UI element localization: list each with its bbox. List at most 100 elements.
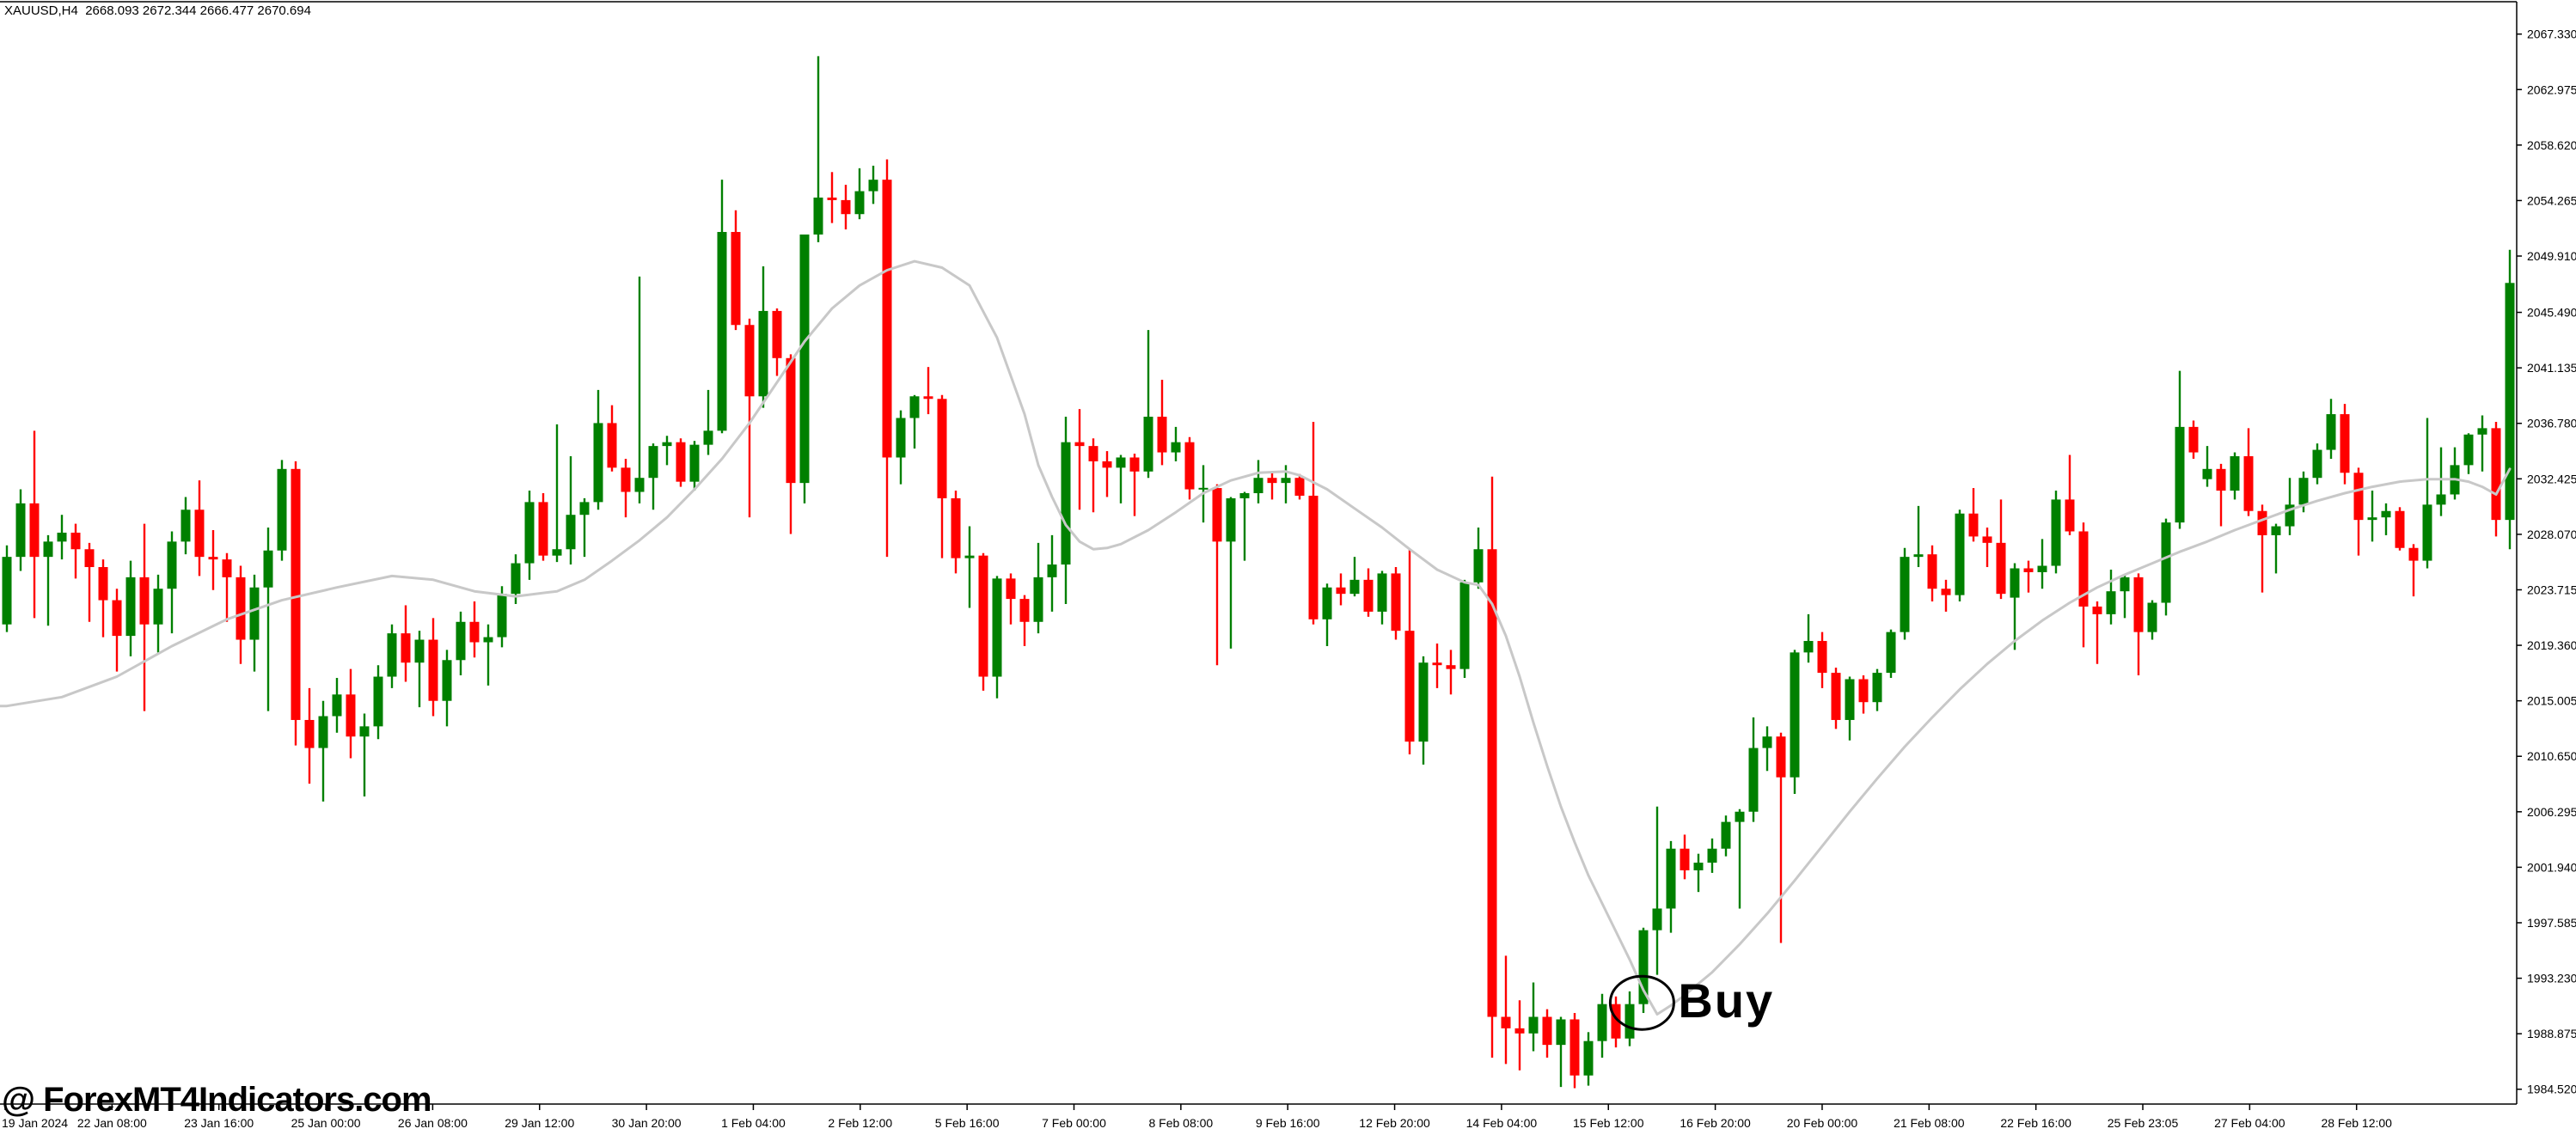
- candle: [1913, 505, 1924, 568]
- candle: [676, 438, 686, 487]
- candle: [1845, 676, 1855, 741]
- candle: [1817, 632, 1827, 688]
- candle: [1638, 927, 1649, 1014]
- candle: [84, 542, 95, 622]
- time-axis-label: 25 Jan 00:00: [291, 1116, 361, 1130]
- candle: [2340, 404, 2350, 485]
- candle: [621, 458, 631, 518]
- candle: [1955, 509, 1965, 602]
- candle: [222, 552, 232, 622]
- candle: [1501, 955, 1511, 1065]
- candle: [1184, 436, 1195, 500]
- time-axis[interactable]: 19 Jan 2024 22 Jan 08:00 23 Jan 16:00 25 Ja…: [2, 1104, 2392, 1130]
- candle: [1116, 455, 1126, 503]
- candle: [483, 624, 493, 686]
- candle: [827, 172, 837, 223]
- candle: [1171, 426, 1181, 461]
- candle: [469, 601, 480, 658]
- candle: [2381, 503, 2391, 535]
- candle: [2147, 600, 2157, 640]
- candle: [332, 678, 342, 733]
- candle: [1748, 717, 1759, 822]
- candle: [1900, 547, 1910, 640]
- candle: [2202, 446, 2212, 487]
- candle: [2120, 574, 2130, 619]
- candle: [1253, 460, 1264, 503]
- time-axis-label: 27 Feb 04:00: [2214, 1116, 2285, 1130]
- candle: [1886, 629, 1896, 679]
- candle: [758, 266, 768, 408]
- time-axis-label: 16 Feb 20:00: [1680, 1116, 1751, 1130]
- time-axis-label: 9 Feb 16:00: [1256, 1116, 1320, 1130]
- price-axis-label: 1988.875: [2527, 1027, 2576, 1040]
- candle: [1776, 732, 1786, 943]
- candle: [1941, 579, 1951, 612]
- candle: [1693, 853, 1704, 893]
- candle: [1391, 567, 1401, 640]
- candle: [1088, 438, 1098, 513]
- time-axis-label: 22 Feb 16:00: [2000, 1116, 2071, 1130]
- candle: [1363, 568, 1374, 617]
- candle: [937, 394, 947, 558]
- candle: [401, 605, 411, 682]
- candle: [2285, 478, 2295, 535]
- time-axis-label: 25 Feb 23:05: [2108, 1116, 2179, 1130]
- candle: [208, 530, 218, 590]
- candle: [1157, 380, 1167, 466]
- price-axis-label: 2045.490: [2527, 306, 2576, 320]
- candle: [552, 424, 562, 563]
- candle: [978, 552, 988, 691]
- price-axis-label: 2023.715: [2527, 583, 2576, 596]
- candle: [1459, 579, 1470, 679]
- candle: [1418, 656, 1429, 765]
- candle: [2326, 399, 2336, 459]
- candle: [2436, 447, 2446, 516]
- candle: [1721, 815, 1731, 857]
- price-axis-label: 2006.295: [2527, 805, 2576, 819]
- candle: [1226, 497, 1236, 649]
- price-axis-label: 2010.650: [2527, 749, 2576, 763]
- candle: [2450, 447, 2460, 500]
- price-axis-label: 2049.910: [2527, 249, 2576, 263]
- candle: [125, 560, 136, 656]
- candle: [1129, 454, 1140, 516]
- buy-label: Buy: [1678, 973, 1775, 1028]
- time-axis-label: 2 Feb 12:00: [828, 1116, 892, 1130]
- candle: [2353, 467, 2364, 556]
- candle: [442, 650, 452, 727]
- candle: [249, 574, 260, 672]
- candle: [1212, 484, 1222, 666]
- time-axis-label: 20 Feb 00:00: [1787, 1116, 1858, 1130]
- candle: [1033, 542, 1043, 634]
- candle: [304, 687, 315, 784]
- candle: [70, 523, 81, 579]
- price-axis-label: 2015.005: [2527, 694, 2576, 708]
- candle: [98, 559, 108, 638]
- candle: [593, 389, 603, 510]
- candle: [2, 545, 12, 632]
- price-axis[interactable]: 2067.330 2062.975 2058.620 2054.265 2049.910…: [2517, 27, 2576, 1096]
- candle: [1061, 417, 1071, 605]
- candles-series: [2, 56, 2515, 1089]
- candle: [2065, 455, 2075, 535]
- candle: [1239, 491, 1250, 561]
- candle: [1047, 534, 1057, 612]
- time-axis-label: 29 Jan 12:00: [505, 1116, 574, 1130]
- price-axis-label: 2001.940: [2527, 860, 2576, 874]
- candle: [992, 576, 1002, 699]
- candle: [15, 489, 26, 571]
- candle: [648, 443, 658, 510]
- candle: [1308, 421, 1319, 625]
- candle: [689, 441, 700, 491]
- candle: [153, 574, 163, 653]
- candle: [731, 210, 741, 331]
- price-axis-label: 2054.265: [2527, 193, 2576, 207]
- candle: [951, 491, 961, 574]
- candle: [2037, 539, 2047, 589]
- candle: [1322, 583, 1332, 646]
- candle: [1858, 675, 1869, 714]
- candle: [263, 528, 273, 711]
- candle: [497, 586, 507, 648]
- time-axis-label: 26 Jan 08:00: [398, 1116, 468, 1130]
